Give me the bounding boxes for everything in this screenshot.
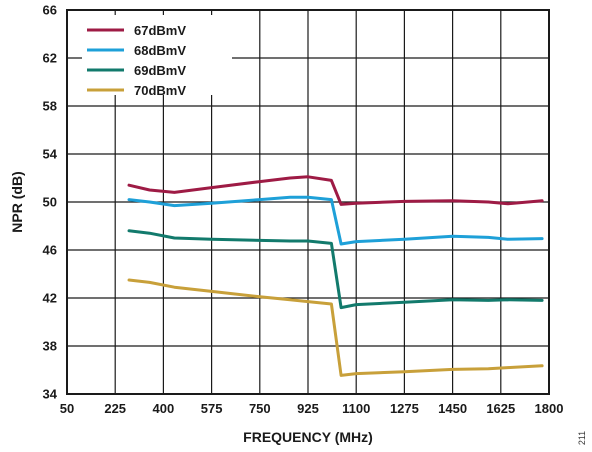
x-tick-label: 925 — [297, 401, 319, 416]
legend-label: 69dBmV — [134, 63, 186, 78]
y-tick-label: 58 — [43, 99, 57, 114]
y-tick-label: 38 — [43, 339, 57, 354]
series-lines — [127, 175, 544, 377]
figure-number: 211 — [577, 431, 587, 445]
x-tick-label: 750 — [249, 401, 271, 416]
y-tick-label: 46 — [43, 243, 57, 258]
legend-label: 67dBmV — [134, 23, 186, 38]
y-tick-label: 54 — [43, 147, 58, 162]
y-tick-label: 50 — [43, 195, 57, 210]
y-tick-label: 42 — [43, 291, 57, 306]
x-tick-label: 1800 — [535, 401, 564, 416]
x-tick-label: 575 — [201, 401, 223, 416]
y-tick-label: 34 — [43, 387, 58, 402]
x-tick-label: 225 — [104, 401, 126, 416]
legend-label: 70dBmV — [134, 83, 186, 98]
y-tick-label: 62 — [43, 51, 57, 66]
x-tick-labels: 50 225 400 575 750 925 1100 1275 1450 1625 1800 — [60, 401, 564, 416]
legend-label: 68dBmV — [134, 43, 186, 58]
x-tick-label: 1275 — [390, 401, 419, 416]
x-tick-label: 1450 — [438, 401, 467, 416]
series-line-70dBmV — [127, 278, 544, 377]
x-tick-label: 50 — [60, 401, 74, 416]
x-tick-label: 1625 — [486, 401, 515, 416]
plot-border — [66, 9, 550, 395]
x-tick-label: 1100 — [342, 401, 370, 416]
legend: 67dBmV 68dBmV 69dBmV 70dBmV — [82, 15, 232, 98]
y-tick-labels: 34 38 42 46 50 54 58 62 66 — [43, 3, 58, 402]
x-axis-label: FREQUENCY (MHz) — [243, 429, 373, 445]
series-line-68dBmV — [127, 195, 544, 246]
series-line-69dBmV — [127, 229, 544, 310]
y-axis-label: NPR (dB) — [9, 171, 25, 232]
y-tick-label: 66 — [43, 3, 57, 18]
series-line-67dBmV — [127, 175, 544, 206]
x-tick-label: 400 — [153, 401, 175, 416]
